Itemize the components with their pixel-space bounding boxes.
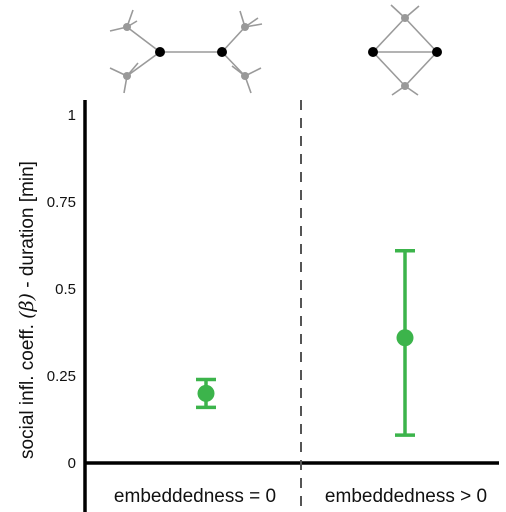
data-marks — [196, 248, 415, 437]
y-axis-title-part-2: - duration [min] — [17, 161, 38, 293]
y-tick-label: 0.75 — [47, 194, 76, 211]
category-label-embeddedness: embeddedness > 0 — [325, 486, 487, 507]
tree-network-nodes — [123, 23, 249, 80]
y-tick-label: 0.25 — [47, 368, 76, 385]
y-axis-title-part-1: social infl. coeff. — [17, 319, 38, 459]
data-point — [396, 329, 414, 347]
tree-network-icon — [109, 9, 263, 94]
y-tick-label: 1 — [68, 107, 76, 124]
embedded-network-nodes — [368, 14, 442, 90]
y-tick-label: 0.5 — [55, 281, 76, 298]
y-axis-title: social infl. coeff. (β) - duration [min] — [16, 161, 38, 459]
y-axis-title-beta: (β) — [16, 293, 38, 319]
data-point — [197, 384, 215, 402]
y-tick-label: 0 — [68, 455, 76, 472]
y-axis-ticks: 0 0.25 0.5 0.75 1 — [47, 107, 76, 472]
category-label-no-embeddedness: embeddedness = 0 — [114, 486, 276, 507]
